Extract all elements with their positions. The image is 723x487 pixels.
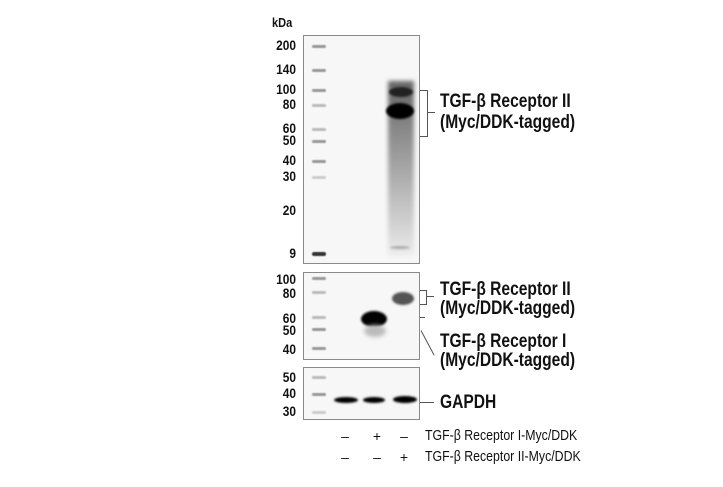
condition-label: TGF-β Receptor I-Myc/DDK: [425, 428, 578, 444]
band-receptor-ii-main: [386, 103, 414, 119]
band-receptor-i: [361, 311, 387, 327]
marker-label: 20: [282, 202, 296, 218]
condition-sign: –: [341, 449, 349, 465]
band-gapdh-lane-1: [334, 397, 358, 403]
marker-label: 140: [276, 61, 296, 77]
marker-label: 60: [282, 120, 296, 136]
condition-sign: –: [341, 428, 349, 444]
band-gapdh-lane-3: [393, 396, 417, 403]
receptor-ii-sublabel: (Myc/DDK-tagged): [440, 298, 576, 319]
marker-label: 100: [276, 271, 296, 287]
receptor-i-sublabel: (Myc/DDK-tagged): [440, 350, 576, 371]
bracket: [420, 90, 428, 137]
marker-label: 100: [276, 81, 296, 97]
receptor-ii-sublabel: (Myc/DDK-tagged): [440, 112, 576, 133]
marker-label: 40: [282, 385, 296, 401]
marker-label: 80: [282, 96, 296, 112]
marker-label: 50: [282, 322, 296, 338]
marker-label: 200: [276, 37, 296, 53]
band-receptor-ii: [392, 292, 414, 305]
marker-label: 60: [282, 310, 296, 326]
gapdh-label: GAPDH: [440, 392, 497, 413]
blot-panel-2: [303, 272, 420, 360]
marker-label: 50: [282, 132, 296, 148]
marker-label: 30: [282, 168, 296, 184]
blot-panel-1: [303, 35, 420, 264]
condition-sign: –: [400, 428, 408, 444]
band-receptor-ii-upper: [389, 87, 413, 97]
blot-panel-3: [303, 367, 420, 420]
condition-sign: –: [373, 449, 381, 465]
receptor-i-label: TGF-β Receptor I: [440, 331, 567, 352]
bracket: [420, 290, 427, 305]
marker-label: 50: [282, 369, 296, 385]
condition-sign: +: [372, 428, 382, 444]
marker-label: 40: [282, 152, 296, 168]
kda-unit-label: kDa: [272, 15, 293, 30]
marker-label: 80: [282, 285, 296, 301]
band-gapdh-lane-2: [363, 397, 385, 403]
marker-label: 30: [282, 403, 296, 419]
receptor-ii-label: TGF-β Receptor II: [440, 91, 571, 112]
condition-label: TGF-β Receptor II-Myc/DDK: [425, 449, 581, 465]
condition-sign: +: [399, 449, 409, 465]
marker-label: 9: [289, 245, 296, 261]
receptor-ii-label: TGF-β Receptor II: [440, 279, 571, 300]
marker-label: 40: [282, 341, 296, 357]
